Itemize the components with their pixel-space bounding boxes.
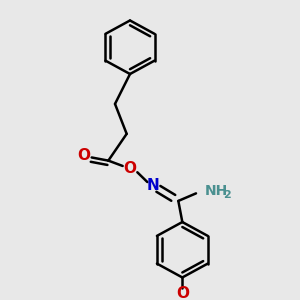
Text: O: O [176,286,189,300]
Text: O: O [124,161,136,176]
Text: N: N [147,178,160,193]
Text: 2: 2 [223,190,230,200]
Text: O: O [77,148,90,164]
Text: NH: NH [204,184,228,198]
